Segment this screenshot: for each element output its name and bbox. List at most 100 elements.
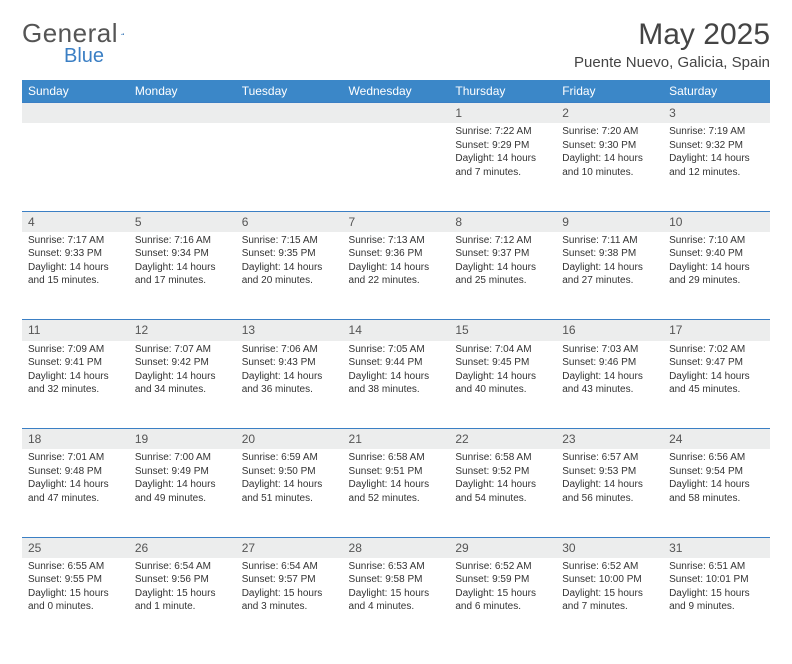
- day-number-cell: 11: [22, 320, 129, 341]
- day-number-cell: 25: [22, 537, 129, 558]
- day-cell: Sunrise: 6:55 AMSunset: 9:55 PMDaylight:…: [22, 558, 129, 646]
- day-number: 19: [129, 429, 236, 449]
- day-number-cell: 26: [129, 537, 236, 558]
- day-cell: Sunrise: 7:06 AMSunset: 9:43 PMDaylight:…: [236, 341, 343, 429]
- daylight-text: Daylight: 14 hours and 51 minutes.: [242, 478, 337, 505]
- day-number: 29: [449, 538, 556, 558]
- weekday-header: Sunday: [22, 80, 129, 103]
- day-cell: Sunrise: 6:54 AMSunset: 9:56 PMDaylight:…: [129, 558, 236, 646]
- day-number-row: 11121314151617: [22, 320, 770, 341]
- daylight-text: Daylight: 14 hours and 25 minutes.: [455, 261, 550, 288]
- day-number-cell: 23: [556, 429, 663, 450]
- daylight-text: Daylight: 15 hours and 1 minute.: [135, 587, 230, 614]
- day-number: 13: [236, 320, 343, 340]
- sunrise-text: Sunrise: 6:53 AM: [349, 560, 444, 574]
- weekday-header: Saturday: [663, 80, 770, 103]
- day-number-cell: 27: [236, 537, 343, 558]
- sunset-text: Sunset: 9:29 PM: [455, 139, 550, 153]
- day-number-row: 45678910: [22, 211, 770, 232]
- day-cell: Sunrise: 7:16 AMSunset: 9:34 PMDaylight:…: [129, 232, 236, 320]
- day-cell: Sunrise: 6:54 AMSunset: 9:57 PMDaylight:…: [236, 558, 343, 646]
- weekday-header: Friday: [556, 80, 663, 103]
- day-number-cell: 29: [449, 537, 556, 558]
- day-number: 4: [22, 212, 129, 232]
- day-cell: Sunrise: 7:22 AMSunset: 9:29 PMDaylight:…: [449, 123, 556, 211]
- day-number: 30: [556, 538, 663, 558]
- sunset-text: Sunset: 9:56 PM: [135, 573, 230, 587]
- sunrise-text: Sunrise: 7:03 AM: [562, 343, 657, 357]
- logo-flag-icon: [121, 26, 124, 42]
- daylight-text: Daylight: 14 hours and 15 minutes.: [28, 261, 123, 288]
- daylight-text: Daylight: 14 hours and 38 minutes.: [349, 370, 444, 397]
- daylight-text: Daylight: 14 hours and 10 minutes.: [562, 152, 657, 179]
- day-number-cell: 9: [556, 211, 663, 232]
- sunrise-text: Sunrise: 7:10 AM: [669, 234, 764, 248]
- day-cell: Sunrise: 6:52 AMSunset: 10:00 PMDaylight…: [556, 558, 663, 646]
- sunset-text: Sunset: 9:59 PM: [455, 573, 550, 587]
- calendar-table: SundayMondayTuesdayWednesdayThursdayFrid…: [22, 80, 770, 646]
- daylight-text: Daylight: 14 hours and 29 minutes.: [669, 261, 764, 288]
- weekday-header: Monday: [129, 80, 236, 103]
- sunset-text: Sunset: 9:54 PM: [669, 465, 764, 479]
- day-number: 6: [236, 212, 343, 232]
- sunrise-text: Sunrise: 6:58 AM: [349, 451, 444, 465]
- day-number: 23: [556, 429, 663, 449]
- sunset-text: Sunset: 10:00 PM: [562, 573, 657, 587]
- sunset-text: Sunset: 9:46 PM: [562, 356, 657, 370]
- day-number: 31: [663, 538, 770, 558]
- day-number-cell: [22, 103, 129, 124]
- day-number: 5: [129, 212, 236, 232]
- day-cell: Sunrise: 7:05 AMSunset: 9:44 PMDaylight:…: [343, 341, 450, 429]
- day-number: 8: [449, 212, 556, 232]
- daylight-text: Daylight: 14 hours and 12 minutes.: [669, 152, 764, 179]
- sunrise-text: Sunrise: 6:51 AM: [669, 560, 764, 574]
- sunrise-text: Sunrise: 7:05 AM: [349, 343, 444, 357]
- day-number-cell: [236, 103, 343, 124]
- day-cell: Sunrise: 7:10 AMSunset: 9:40 PMDaylight:…: [663, 232, 770, 320]
- sunrise-text: Sunrise: 7:13 AM: [349, 234, 444, 248]
- day-number-cell: 20: [236, 429, 343, 450]
- day-number: 15: [449, 320, 556, 340]
- day-cell: [343, 123, 450, 211]
- day-content-row: Sunrise: 7:17 AMSunset: 9:33 PMDaylight:…: [22, 232, 770, 320]
- daylight-text: Daylight: 14 hours and 20 minutes.: [242, 261, 337, 288]
- sunrise-text: Sunrise: 7:00 AM: [135, 451, 230, 465]
- day-cell: Sunrise: 7:19 AMSunset: 9:32 PMDaylight:…: [663, 123, 770, 211]
- day-number-cell: 21: [343, 429, 450, 450]
- day-number-cell: 31: [663, 537, 770, 558]
- day-cell: Sunrise: 6:58 AMSunset: 9:51 PMDaylight:…: [343, 449, 450, 537]
- day-cell: Sunrise: 7:04 AMSunset: 9:45 PMDaylight:…: [449, 341, 556, 429]
- sunset-text: Sunset: 9:37 PM: [455, 247, 550, 261]
- sunrise-text: Sunrise: 6:58 AM: [455, 451, 550, 465]
- day-number: 12: [129, 320, 236, 340]
- sunrise-text: Sunrise: 6:55 AM: [28, 560, 123, 574]
- daylight-text: Daylight: 14 hours and 22 minutes.: [349, 261, 444, 288]
- daylight-text: Daylight: 15 hours and 7 minutes.: [562, 587, 657, 614]
- day-number-cell: 2: [556, 103, 663, 124]
- day-number: 1: [449, 103, 556, 123]
- sunrise-text: Sunrise: 7:09 AM: [28, 343, 123, 357]
- day-number: 18: [22, 429, 129, 449]
- sunrise-text: Sunrise: 7:07 AM: [135, 343, 230, 357]
- sunset-text: Sunset: 9:58 PM: [349, 573, 444, 587]
- day-cell: Sunrise: 6:52 AMSunset: 9:59 PMDaylight:…: [449, 558, 556, 646]
- day-number-row: 25262728293031: [22, 537, 770, 558]
- sunrise-text: Sunrise: 7:17 AM: [28, 234, 123, 248]
- day-cell: Sunrise: 7:12 AMSunset: 9:37 PMDaylight:…: [449, 232, 556, 320]
- day-number: [236, 103, 343, 107]
- day-number-cell: [129, 103, 236, 124]
- weekday-header: Wednesday: [343, 80, 450, 103]
- sunrise-text: Sunrise: 6:52 AM: [455, 560, 550, 574]
- day-cell: Sunrise: 7:07 AMSunset: 9:42 PMDaylight:…: [129, 341, 236, 429]
- day-number-cell: 17: [663, 320, 770, 341]
- day-number: 3: [663, 103, 770, 123]
- daylight-text: Daylight: 14 hours and 47 minutes.: [28, 478, 123, 505]
- day-cell: Sunrise: 7:09 AMSunset: 9:41 PMDaylight:…: [22, 341, 129, 429]
- daylight-text: Daylight: 14 hours and 27 minutes.: [562, 261, 657, 288]
- day-cell: Sunrise: 6:53 AMSunset: 9:58 PMDaylight:…: [343, 558, 450, 646]
- day-content-row: Sunrise: 7:22 AMSunset: 9:29 PMDaylight:…: [22, 123, 770, 211]
- day-cell: Sunrise: 7:11 AMSunset: 9:38 PMDaylight:…: [556, 232, 663, 320]
- day-number: 2: [556, 103, 663, 123]
- sunset-text: Sunset: 10:01 PM: [669, 573, 764, 587]
- day-number: 17: [663, 320, 770, 340]
